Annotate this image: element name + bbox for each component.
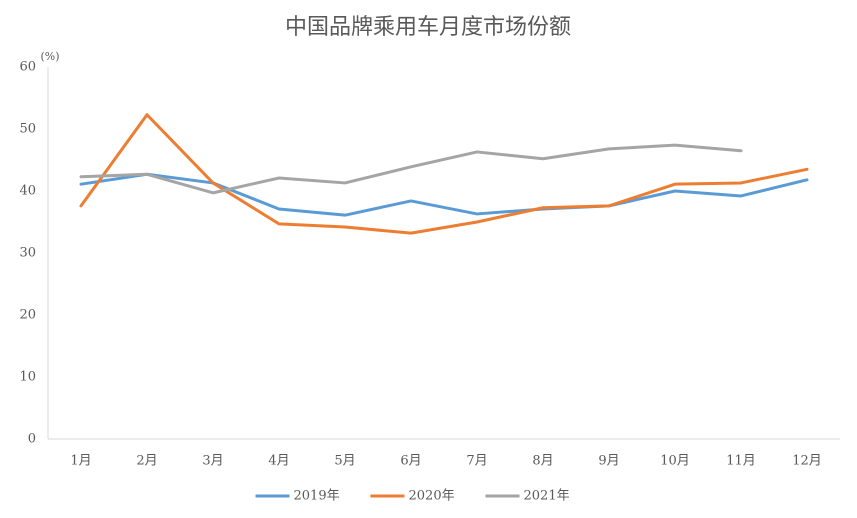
legend-label: 2019年 xyxy=(294,489,340,504)
x-tick-label: 3月 xyxy=(202,454,223,469)
x-tick-label: 7月 xyxy=(466,454,487,469)
y-tick-label: 10 xyxy=(19,370,36,385)
y-unit: (%) xyxy=(40,50,59,63)
chart-title: 中国品牌乘用车月度市场份额 xyxy=(285,15,571,40)
x-tick-label: 9月 xyxy=(598,454,619,469)
y-tick-label: 60 xyxy=(19,60,36,75)
series-line xyxy=(79,113,809,235)
x-tick-label: 11月 xyxy=(726,454,756,469)
x-tick-label: 12月 xyxy=(792,454,822,469)
series-line xyxy=(79,172,809,217)
x-tick-label: 10月 xyxy=(660,454,690,469)
legend-label: 2021年 xyxy=(524,489,570,504)
y-tick-label: 40 xyxy=(19,184,36,199)
y-tick-label: 50 xyxy=(19,122,36,137)
y-tick-label: 20 xyxy=(19,308,36,323)
x-tick-label: 4月 xyxy=(268,454,289,469)
y-tick-label: 0 xyxy=(28,432,36,447)
x-tick-label: 5月 xyxy=(334,454,355,469)
x-tick-label: 6月 xyxy=(400,454,421,469)
y-tick-label: 30 xyxy=(19,246,36,261)
x-tick-label: 1月 xyxy=(70,454,91,469)
legend-label: 2020年 xyxy=(409,489,455,504)
series-line xyxy=(79,143,743,195)
x-tick-label: 2月 xyxy=(136,454,157,469)
x-tick-label: 8月 xyxy=(532,454,553,469)
